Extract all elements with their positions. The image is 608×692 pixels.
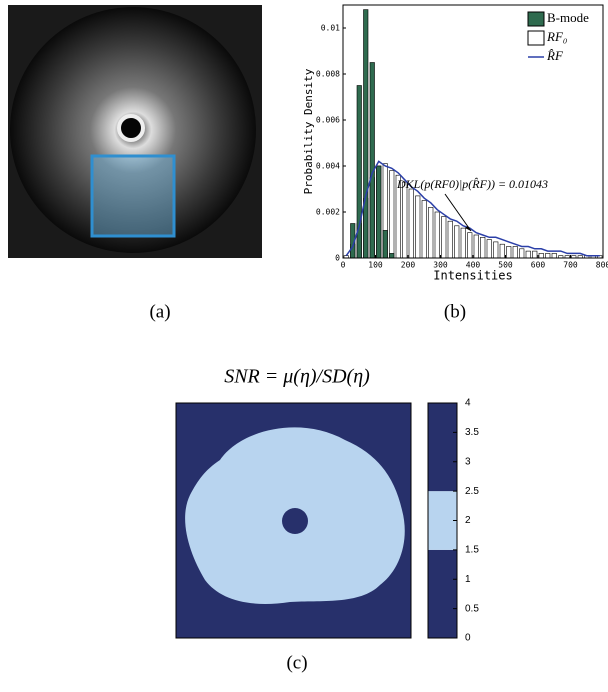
caption: (a) <box>149 301 170 322</box>
colorbar-tick-label: 0.5 <box>465 603 479 614</box>
x-tick-label: 600 <box>531 261 546 270</box>
hist-bar <box>442 217 447 258</box>
hist-bar <box>461 228 466 258</box>
colorbar-tick-label: 2.5 <box>465 486 479 497</box>
x-tick-label: 700 <box>563 261 578 270</box>
legend-swatch <box>528 12 544 26</box>
colorbar: 0 0.5 1 1.5 2 2.5 3 3.5 4 <box>428 398 479 644</box>
hist-bar <box>513 247 518 259</box>
colorbar-tick-label: 3 <box>465 456 471 467</box>
hist-bar <box>487 240 492 258</box>
hist-bar <box>552 253 557 258</box>
colorbar-tick-label: 1 <box>465 574 471 585</box>
hist-bar <box>390 171 395 258</box>
hist-bar <box>383 230 388 258</box>
hist-bar <box>390 253 395 258</box>
hist-bar <box>422 201 427 259</box>
lumen <box>282 508 308 534</box>
hist-bar <box>377 166 382 258</box>
hist-bar <box>533 251 538 258</box>
y-tick-label: 0 <box>335 254 340 263</box>
x-axis-label: Intensities <box>433 269 512 283</box>
caption: (c) <box>286 652 307 673</box>
y-tick-label: 0.008 <box>316 70 340 79</box>
y-axis-label: Probability Density <box>302 68 315 194</box>
catheter <box>119 116 143 140</box>
x-tick-label: 0 <box>341 261 346 270</box>
hist-bar <box>409 189 414 258</box>
colorbar-tick-label: 2 <box>465 515 471 526</box>
colorbar-band <box>428 491 457 550</box>
annotation: DKL(p(RF0)|p(R̂F)) = 0.01043 <box>396 177 548 191</box>
colorbar-tick-label: 1.5 <box>465 545 479 556</box>
y-tick-label: 0.004 <box>316 162 340 171</box>
caption: (b) <box>444 301 466 322</box>
hist-bar <box>474 235 479 258</box>
legend-label: B-mode <box>547 10 589 25</box>
hist-bar <box>539 253 544 258</box>
hist-bar <box>455 226 460 258</box>
roi-box <box>92 156 174 236</box>
hist-bar <box>526 251 531 258</box>
colorbar-band <box>428 550 457 638</box>
hist-bar <box>520 249 525 258</box>
hist-bar <box>416 196 421 258</box>
hist-bar <box>507 247 512 259</box>
hist-bar <box>370 63 375 259</box>
chart-title: SNR = μ(η)/SD(η) <box>224 366 370 388</box>
legend-swatch <box>528 31 544 45</box>
hist-bar <box>435 212 440 258</box>
hist-bar <box>448 221 453 258</box>
colorbar-band <box>428 403 457 491</box>
colorbar-tick-label: 0 <box>465 633 471 644</box>
x-tick-label: 800 <box>596 261 608 270</box>
hist-bar <box>481 237 486 258</box>
x-tick-label: 100 <box>368 261 383 270</box>
legend-label: RF₀ <box>546 29 567 44</box>
hist-bar <box>500 244 505 258</box>
legend-label: R̂F <box>546 48 564 63</box>
y-tick-label: 0.002 <box>316 208 340 217</box>
colorbar-tick-label: 4 <box>465 398 471 409</box>
hist-bar <box>403 182 408 258</box>
hist-bar <box>546 253 551 258</box>
hist-bar <box>364 10 369 258</box>
y-tick-label: 0.006 <box>316 116 340 125</box>
figure: (a) (b) (c) 010020030040050060070080000.… <box>0 0 608 687</box>
hist-bar <box>429 207 434 258</box>
colorbar-tick-label: 3.5 <box>465 427 479 438</box>
x-tick-label: 200 <box>401 261 416 270</box>
hist-bar <box>468 233 473 258</box>
y-tick-label: 0.01 <box>321 24 340 33</box>
hist-bar <box>494 242 499 258</box>
